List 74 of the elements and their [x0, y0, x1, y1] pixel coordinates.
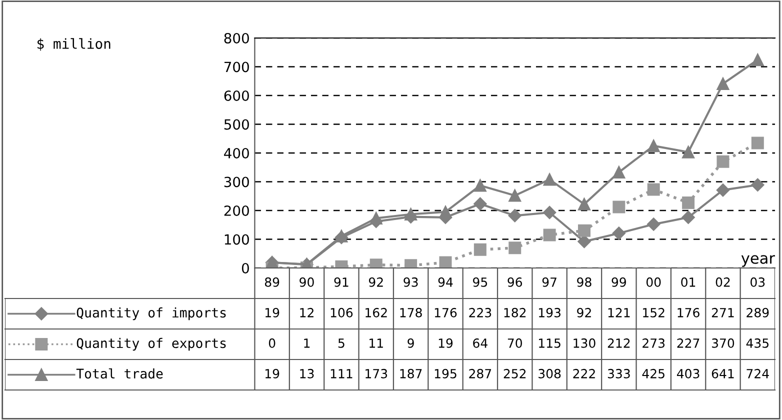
x-tick-label: 97 — [542, 277, 556, 287]
x-tick-label: 90 — [300, 277, 314, 287]
data-label: 252 — [504, 368, 526, 378]
data-label: 212 — [608, 338, 630, 348]
data-label: 70 — [508, 338, 522, 348]
data-label: 106 — [330, 308, 353, 318]
x-tick-label: 93 — [404, 277, 418, 287]
data-label: 13 — [300, 368, 314, 378]
data-label: 173 — [366, 368, 388, 378]
y-tick-label: 500 — [224, 119, 249, 130]
x-tick-label: 94 — [438, 277, 453, 287]
data-label: 227 — [677, 338, 700, 348]
data-label: 115 — [538, 338, 560, 348]
y-tick-label: 200 — [224, 205, 249, 216]
x-tick-label: 89 — [264, 277, 280, 287]
data-label: 273 — [642, 338, 665, 348]
x-tick-label: 95 — [473, 277, 488, 287]
data-label: 176 — [678, 308, 700, 318]
data-label: 64 — [473, 338, 488, 348]
legend-label: Total trade — [76, 368, 163, 379]
data-label: 724 — [746, 368, 769, 378]
y-tick-label: 800 — [224, 32, 249, 44]
x-tick-label: 03 — [750, 277, 765, 287]
data-label: 1 — [304, 338, 310, 348]
data-label: 19 — [265, 368, 280, 378]
data-label: 121 — [608, 308, 630, 318]
data-label: 370 — [712, 338, 734, 348]
x-tick-label: 92 — [368, 277, 383, 287]
x-tick-label: 98 — [577, 277, 592, 287]
x-tick-label: 91 — [334, 277, 348, 287]
legend-label: Quantity of exports — [76, 338, 226, 351]
data-label: 9 — [408, 338, 414, 348]
data-label: 333 — [608, 368, 630, 378]
data-label: 19 — [438, 338, 453, 348]
x-tick-label: 99 — [612, 277, 626, 287]
x-tick-label: 02 — [716, 277, 730, 287]
y-tick-label: 100 — [224, 234, 249, 245]
data-label: 11 — [370, 338, 383, 348]
data-label: 178 — [400, 308, 422, 318]
data-label: 223 — [469, 308, 492, 318]
legend-label: Quantity of imports — [76, 307, 226, 320]
data-label: 152 — [643, 308, 664, 318]
x-tick-label: 96 — [508, 277, 522, 287]
x-axis-title: year — [741, 255, 775, 267]
data-label: 130 — [574, 338, 596, 348]
data-label: 425 — [642, 368, 664, 378]
y-tick-label: 400 — [224, 148, 249, 158]
data-label: 403 — [676, 368, 700, 378]
data-label: 182 — [504, 308, 526, 318]
data-label: 271 — [712, 308, 734, 318]
data-label: 92 — [577, 308, 591, 318]
data-label: 641 — [712, 368, 734, 378]
data-label: 187 — [400, 368, 422, 378]
data-label: 308 — [538, 368, 561, 378]
data-label: 289 — [746, 308, 769, 318]
data-label: 193 — [538, 308, 560, 318]
y-tick-label: 300 — [224, 176, 249, 188]
y-tick-label: 600 — [224, 90, 249, 101]
data-label: 12 — [300, 308, 314, 318]
data-label: 0 — [268, 338, 276, 348]
y-tick-label: 0 — [242, 262, 249, 274]
data-label: 5 — [338, 338, 344, 348]
data-label: 176 — [434, 308, 457, 318]
x-tick-label: 00 — [646, 277, 661, 287]
data-label: 222 — [573, 368, 595, 378]
data-label: 19 — [265, 308, 280, 318]
data-label: 435 — [746, 338, 768, 348]
data-label: 287 — [469, 368, 492, 378]
x-tick-label: 01 — [681, 277, 696, 287]
data-label: 111 — [330, 369, 352, 378]
y-tick-label: 700 — [224, 62, 249, 72]
text: $ million — [38, 38, 110, 51]
data-label: 195 — [434, 368, 456, 378]
data-label: 162 — [366, 308, 387, 318]
